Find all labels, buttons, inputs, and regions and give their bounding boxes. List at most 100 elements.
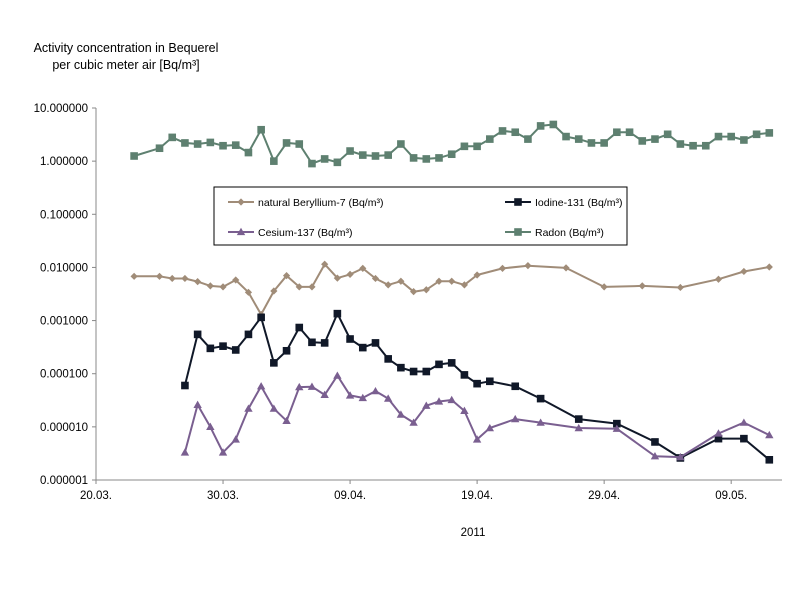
data-point-iodine-131 <box>257 313 265 322</box>
data-point-radon <box>549 120 558 129</box>
data-point-beryllium-7 <box>409 288 418 296</box>
data-point-cesium-137 <box>218 448 228 456</box>
data-point-beryllium-7 <box>346 270 354 278</box>
data-point-radon <box>358 151 367 159</box>
data-point-beryllium-7 <box>714 275 723 283</box>
legend-marker-radon <box>514 228 522 236</box>
x-tick-label: 30.03. <box>207 490 239 502</box>
data-point-beryllium-7 <box>244 288 253 296</box>
data-point-cesium-137 <box>485 423 495 432</box>
data-point-beryllium-7 <box>321 260 329 268</box>
data-point-beryllium-7 <box>435 277 443 285</box>
data-point-radon <box>765 129 774 137</box>
data-point-radon <box>155 144 164 153</box>
series-line-cesium-137 <box>183 374 770 459</box>
data-point-radon <box>498 127 507 135</box>
data-point-radon <box>130 152 138 160</box>
data-point-iodine-131 <box>486 377 494 386</box>
data-point-radon <box>536 122 545 130</box>
series-cesium-137 <box>180 371 774 461</box>
series-beryllium-7 <box>130 260 773 319</box>
legend-label-beryllium-7: natural Beryllium-7 (Bq/m³) <box>258 197 383 209</box>
axes: 10.000000 1.000000 0.100000 0.010000 0.00100… <box>34 103 782 502</box>
data-point-radon <box>752 130 761 139</box>
y-axis-title-line2: per cubic meter air [Bq/m³] <box>52 58 200 72</box>
data-point-iodine-131 <box>346 335 354 343</box>
data-point-beryllium-7 <box>676 283 684 292</box>
data-point-cesium-137 <box>472 435 482 443</box>
data-point-radon <box>511 128 520 137</box>
data-point-iodine-131 <box>282 346 291 355</box>
data-point-radon <box>587 139 596 147</box>
y-axis-title: Activity concentration in Bequerel per c… <box>6 40 246 74</box>
data-point-beryllium-7 <box>562 264 570 272</box>
data-point-cesium-137 <box>536 418 545 426</box>
data-point-radon <box>727 132 735 141</box>
data-point-radon <box>295 140 304 148</box>
data-point-radon <box>460 142 469 151</box>
data-point-cesium-137 <box>358 393 367 402</box>
y-tick-label: 0.000010 <box>40 422 88 434</box>
data-point-radon <box>486 135 494 143</box>
legend-marker-iodine-131 <box>514 198 522 206</box>
data-point-beryllium-7 <box>194 278 202 286</box>
data-point-radon <box>473 142 481 151</box>
data-point-iodine-131 <box>295 323 304 332</box>
x-tick-label: 20.03. <box>80 490 112 502</box>
data-point-radon <box>600 139 608 147</box>
data-point-iodine-131 <box>740 434 748 443</box>
data-point-iodine-131 <box>435 360 443 369</box>
data-point-iodine-131 <box>270 359 278 367</box>
data-point-cesium-137 <box>739 418 749 426</box>
legend-label-iodine-131: Iodine-131 (Bq/m³) <box>535 197 623 209</box>
data-point-radon <box>524 135 532 143</box>
data-point-cesium-137 <box>714 429 723 437</box>
data-point-radon <box>638 137 647 145</box>
data-point-beryllium-7 <box>130 272 138 280</box>
data-point-cesium-137 <box>345 391 355 399</box>
y-axis-title-line1: Activity concentration in Bequerel <box>33 41 219 55</box>
y-tick-label: 10.000000 <box>34 103 88 115</box>
series-iodine-131 <box>181 309 774 464</box>
y-tick-label: 0.100000 <box>40 209 88 221</box>
data-point-radon <box>676 140 685 148</box>
data-point-iodine-131 <box>765 455 774 464</box>
y-tick-label: 1.000000 <box>40 156 88 168</box>
data-point-cesium-137 <box>434 397 444 405</box>
data-point-radon <box>384 151 392 159</box>
data-point-cesium-137 <box>244 404 253 412</box>
data-point-radon <box>333 158 342 167</box>
y-tick-label: 0.000001 <box>40 475 88 487</box>
data-point-iodine-131 <box>397 363 405 372</box>
data-point-iodine-131 <box>714 434 723 443</box>
data-point-cesium-137 <box>371 386 380 395</box>
data-point-beryllium-7 <box>282 272 291 280</box>
legend-marker-cesium-137 <box>236 227 246 236</box>
series-line-beryllium-7 <box>134 263 770 316</box>
data-point-beryllium-7 <box>219 283 227 291</box>
data-point-beryllium-7 <box>600 283 608 291</box>
data-point-radon <box>168 133 177 142</box>
legend: natural Beryllium-7 (Bq/m³) Iodine-131 (B… <box>213 186 628 246</box>
data-point-iodine-131 <box>244 330 253 339</box>
data-point-beryllium-7 <box>448 277 456 285</box>
data-point-beryllium-7 <box>232 276 240 284</box>
data-point-cesium-137 <box>193 400 202 408</box>
y-tick-label: 0.000100 <box>40 369 88 381</box>
data-point-beryllium-7 <box>308 283 316 291</box>
data-point-cesium-137 <box>650 452 660 460</box>
data-point-beryllium-7 <box>333 274 341 282</box>
data-point-cesium-137 <box>180 448 190 456</box>
data-point-beryllium-7 <box>155 272 164 280</box>
data-point-radon <box>219 141 227 150</box>
data-point-iodine-131 <box>511 382 520 391</box>
data-point-iodine-131 <box>473 379 481 388</box>
data-point-iodine-131 <box>308 338 316 347</box>
data-point-beryllium-7 <box>359 264 367 272</box>
data-point-beryllium-7 <box>473 271 481 279</box>
data-point-radon <box>740 136 748 144</box>
data-point-iodine-131 <box>447 359 456 367</box>
data-point-cesium-137 <box>307 382 317 390</box>
data-point-cesium-137 <box>269 404 279 412</box>
x-tick-label: 29.04. <box>588 490 620 502</box>
